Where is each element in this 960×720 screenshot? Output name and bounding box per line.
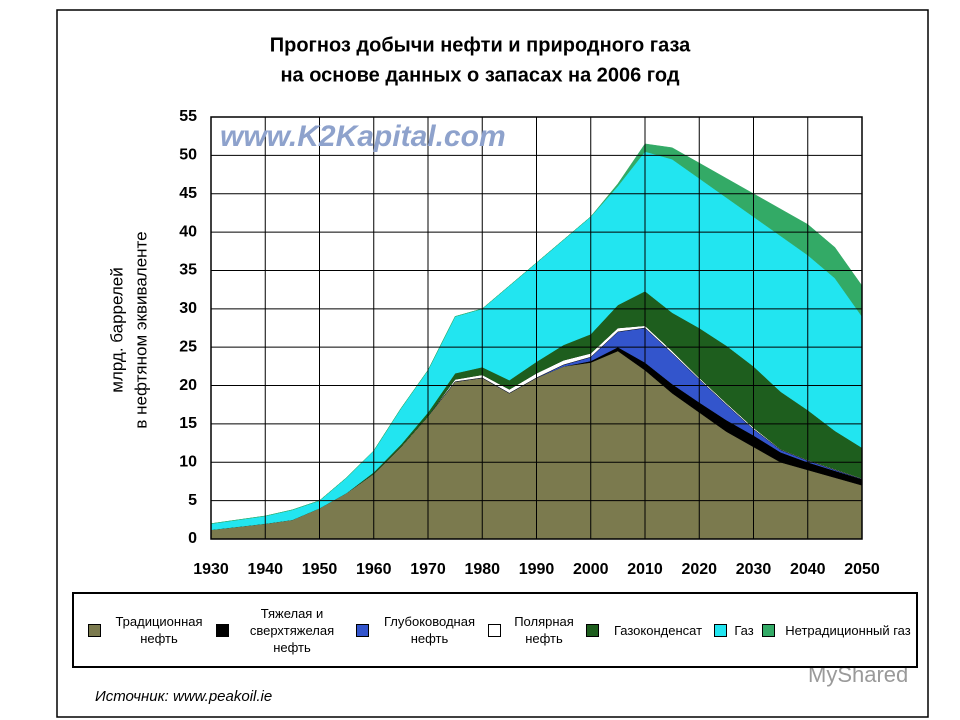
y-tick-label: 50: [179, 147, 197, 164]
y-tick-label: 45: [179, 185, 197, 202]
legend-item: Газоконденсат: [586, 594, 714, 666]
chart-title: Прогноз добычи нефти и природного газа: [270, 34, 691, 56]
y-tick-label: 35: [179, 262, 197, 279]
x-tick-label: 1990: [519, 561, 555, 578]
frame: [56, 9, 929, 718]
legend-label: Нетрадиционный газ: [785, 622, 911, 638]
legend-swatch: [762, 623, 775, 637]
legend-label: Тяжелая и сверхтяжелая нефть: [249, 605, 335, 655]
x-tick-label: 1970: [410, 561, 446, 578]
plot-border: [210, 116, 863, 540]
x-tick-label: 2040: [790, 561, 826, 578]
legend-item: Нетрадиционный газ: [762, 594, 918, 666]
y-tick-label: 40: [179, 223, 197, 240]
legend-swatch: [216, 623, 229, 637]
x-tick-label: 2050: [844, 561, 880, 578]
y-tick-label: 55: [179, 108, 197, 125]
legend-swatch: [714, 623, 727, 637]
y-tick-label: 10: [179, 453, 197, 470]
watermark: www.K2Kapital.com: [220, 120, 506, 153]
chart-title: на основе данных о запасах на 2006 год: [280, 64, 679, 86]
y-tick-label: 20: [179, 377, 197, 394]
legend-item: Полярная нефть: [488, 594, 584, 666]
x-tick-label: 1960: [356, 561, 392, 578]
y-tick-label: 5: [188, 492, 197, 509]
legend-swatch: [488, 623, 501, 637]
legend-item: Глубоководная нефть: [356, 594, 487, 666]
legend-swatch: [586, 623, 599, 637]
y-tick-label: 30: [179, 300, 197, 317]
plot: 0 5 10 15 20 25 30 35 40 45 50 55 1930 1940 1950 1960 19…: [179, 108, 880, 578]
x-tick-label: 2030: [736, 561, 772, 578]
legend-item: Газ: [714, 594, 758, 666]
x-tick-label: 2010: [627, 561, 663, 578]
x-tick-label: 1940: [247, 561, 283, 578]
y-axis-label: млрд. баррелей: [107, 267, 126, 393]
y-tick-label: 25: [179, 338, 197, 355]
x-tick-label: 2020: [681, 561, 717, 578]
legend-label: Газоконденсат: [613, 622, 703, 638]
y-tick-label: 15: [179, 415, 197, 432]
legend-item: Традиционная нефть: [88, 594, 214, 666]
legend: Традиционная нефть Тяжелая и сверхтяжелая…: [72, 592, 918, 668]
x-tick-label: 1950: [302, 561, 338, 578]
legend-swatch: [88, 623, 101, 637]
legend-label: Полярная нефть: [514, 614, 574, 646]
legend-item: Тяжелая и сверхтяжелая нефть: [216, 594, 352, 666]
x-tick-label: 1930: [193, 561, 229, 578]
legend-label: Газ: [734, 622, 754, 638]
y-axis-label: в нефтяном эквиваленте: [131, 231, 150, 428]
source: Источник: www.peakoil.ie: [95, 688, 272, 705]
legend-swatch: [356, 623, 369, 637]
y-tick-label: 0: [188, 530, 197, 547]
site-watermark: MyShared: [808, 662, 908, 687]
legend-label: Глубоководная нефть: [383, 614, 476, 646]
legend-label: Традиционная нефть: [115, 614, 203, 646]
x-tick-label: 1980: [464, 561, 500, 578]
x-tick-label: 2000: [573, 561, 609, 578]
